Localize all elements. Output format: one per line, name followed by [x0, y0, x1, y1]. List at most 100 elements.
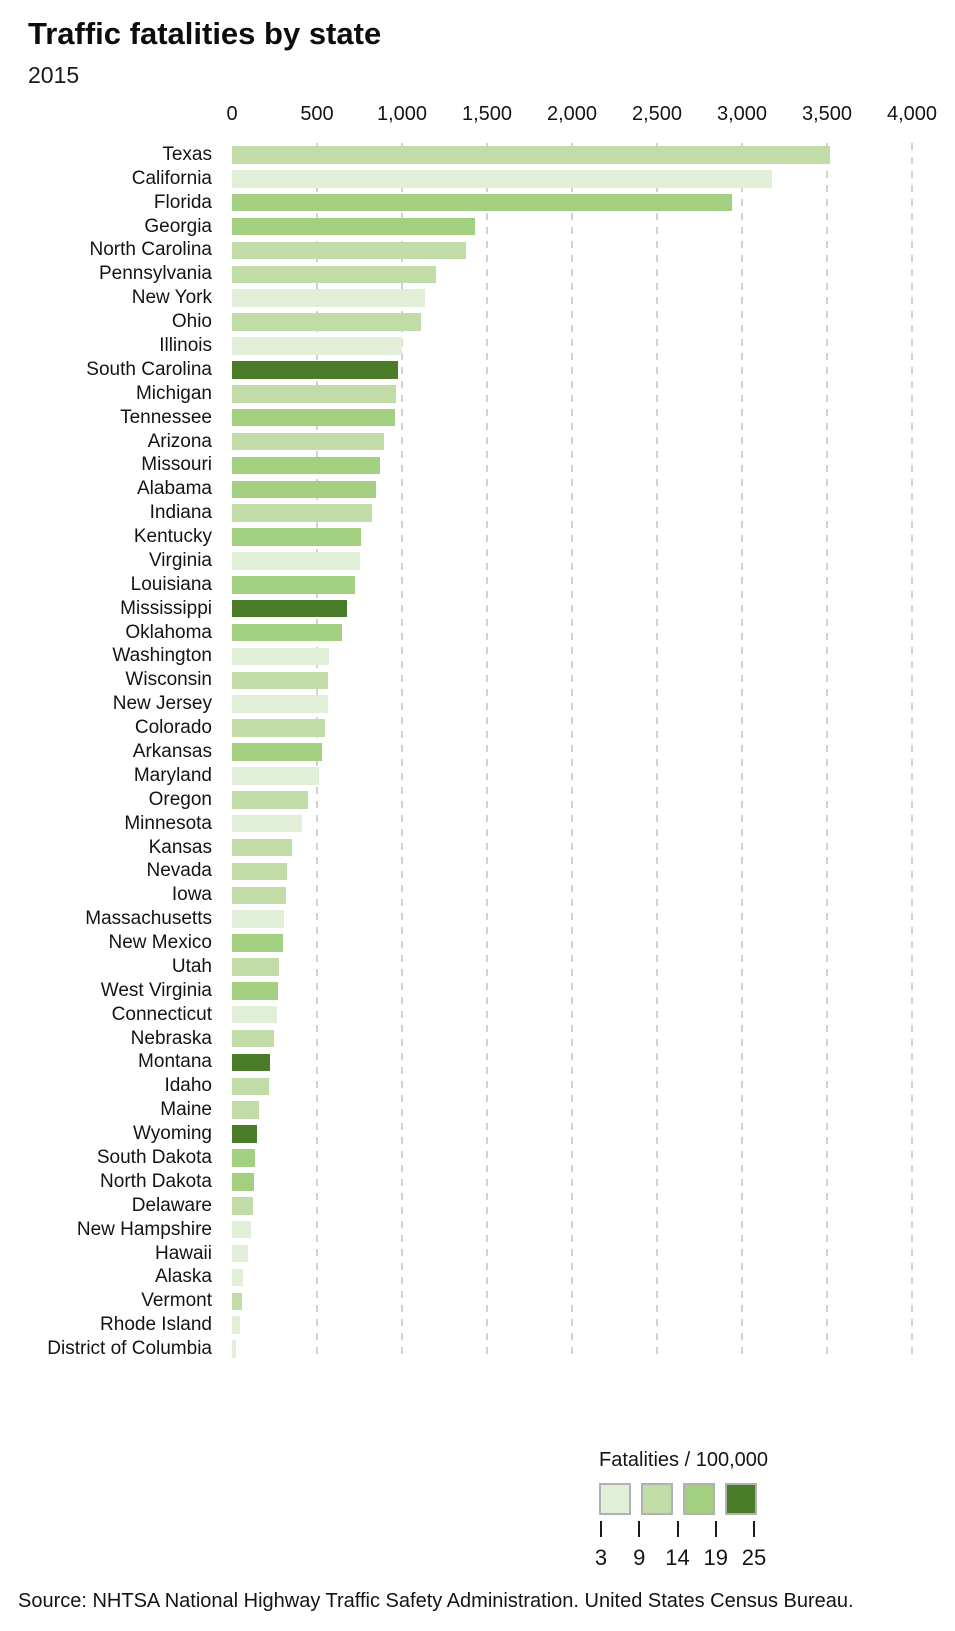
- state-label: California: [131, 167, 212, 189]
- state-label: Massachusetts: [85, 908, 212, 930]
- fatalities-bar: [232, 1197, 254, 1215]
- fatalities-bar: [232, 456, 380, 475]
- state-label: Arkansas: [132, 740, 212, 762]
- fatalities-bar: [232, 1173, 255, 1191]
- dashed-gridline: [741, 143, 743, 1361]
- fatalities-bar: [232, 1125, 257, 1143]
- state-label: Illinois: [159, 334, 212, 356]
- state-label: Oklahoma: [125, 621, 212, 643]
- state-label: Florida: [153, 191, 212, 213]
- source-note: Source: NHTSA National Highway Traffic S…: [18, 1590, 854, 1612]
- fatalities-bar: [232, 910, 285, 928]
- legend-tick-mark: [600, 1521, 602, 1537]
- state-label: Alabama: [137, 478, 212, 500]
- y-axis-state-labels: Texas California Florida Georgia North Carol…: [0, 143, 222, 1361]
- fatalities-bar: [232, 958, 279, 976]
- legend-tick-mark: [638, 1521, 641, 1537]
- fatalities-bar: [232, 934, 283, 952]
- legend-swatch: [683, 1483, 715, 1515]
- state-label: West Virginia: [100, 979, 212, 1001]
- state-label: Colorado: [134, 717, 212, 739]
- state-label: Maryland: [133, 764, 212, 786]
- state-label: Iowa: [171, 884, 212, 906]
- x-axis-tick-label: 500: [300, 103, 334, 125]
- legend-swatch: [725, 1483, 757, 1515]
- fatalities-bar: [232, 1292, 242, 1311]
- x-axis-tick-label: 4,000: [886, 103, 938, 125]
- fatalities-bar: [232, 1268, 244, 1287]
- fatalities-bar: [232, 337, 402, 355]
- fatalities-bar: [232, 1053, 271, 1072]
- fatalities-bar: [232, 385, 396, 403]
- fatalities-bar: [232, 576, 356, 594]
- fatalities-bar: [232, 552, 360, 570]
- fatalities-bar: [232, 217, 476, 236]
- fatalities-bar: [232, 767, 320, 785]
- state-label: Georgia: [144, 215, 212, 237]
- legend-tick-label: 14: [665, 1545, 690, 1570]
- fatalities-bar: [232, 791, 308, 809]
- state-label: Kentucky: [133, 526, 212, 548]
- legend-tick-label: 9: [633, 1545, 646, 1570]
- fatalities-bar: [232, 838, 293, 857]
- state-label: Virginia: [148, 549, 212, 571]
- state-label: Ohio: [171, 311, 212, 333]
- state-label: Tennessee: [120, 406, 212, 428]
- fatalities-bar: [232, 695, 328, 713]
- fatalities-bar: [232, 719, 325, 737]
- fatalities-bar: [232, 361, 399, 379]
- state-label: North Carolina: [89, 239, 213, 261]
- fatalities-bar: [232, 193, 732, 212]
- state-label: Michigan: [135, 382, 212, 404]
- fatalities-bar: [232, 313, 421, 331]
- dashed-gridline: [571, 143, 573, 1361]
- x-axis-tick-label: 2,500: [631, 103, 683, 125]
- legend-swatch: [599, 1483, 631, 1515]
- state-label: Delaware: [131, 1194, 212, 1216]
- state-label: Wisconsin: [125, 669, 212, 691]
- state-label: Mississippi: [120, 597, 212, 619]
- state-label: Rhode Island: [100, 1314, 212, 1336]
- fatalities-bar: [232, 599, 348, 618]
- legend-tick-label: 19: [703, 1545, 728, 1570]
- state-label: Wyoming: [132, 1123, 212, 1145]
- fatalities-bar: [232, 432, 384, 451]
- state-label: Louisiana: [130, 573, 212, 595]
- fatalities-bar: [232, 647, 329, 666]
- fatalities-bar: [232, 1316, 240, 1334]
- chart-title: Traffic fatalities by state: [28, 16, 382, 51]
- x-axis-tick-label: 2,000: [546, 103, 598, 125]
- state-label: District of Columbia: [47, 1338, 212, 1360]
- state-label: Kansas: [148, 836, 212, 858]
- state-label: New Mexico: [108, 932, 212, 954]
- fatalities-bar: [232, 480, 377, 499]
- fatalities-bar: [232, 1149, 255, 1167]
- legend-tick-label: 3: [594, 1545, 608, 1570]
- state-label: New Jersey: [112, 693, 212, 715]
- x-axis: 0 500 1,000 1,500 2,000 2,500 3,000 3,500 4,000: [226, 103, 937, 129]
- fatalities-bar: [232, 265, 436, 284]
- fatalities-bar: [232, 408, 395, 427]
- state-label: Idaho: [164, 1075, 212, 1097]
- fatalities-bar: [232, 289, 426, 307]
- fatalities-bar: [232, 671, 329, 690]
- state-label: Oregon: [148, 788, 212, 810]
- dashed-gridline: [656, 143, 658, 1361]
- legend-tick-mark: [676, 1521, 679, 1537]
- fatalities-bar: [232, 528, 362, 546]
- state-label: New York: [131, 287, 212, 309]
- fatalities-bar: [232, 862, 288, 881]
- state-label: New Hampshire: [76, 1218, 212, 1240]
- fatalities-bar: [232, 814, 302, 833]
- fatalities-bar: [232, 1077, 269, 1096]
- legend-title: Fatalities / 100,000: [599, 1449, 768, 1471]
- fatalities-bar: [232, 743, 323, 761]
- legend-swatch: [641, 1483, 673, 1515]
- x-axis-tick-label: 1,000: [376, 103, 428, 125]
- fatalities-bar: [232, 1244, 248, 1263]
- plot-area: [232, 143, 913, 1361]
- state-label: Hawaii: [154, 1242, 212, 1264]
- state-label: Texas: [162, 143, 212, 165]
- state-label: Arizona: [147, 430, 212, 452]
